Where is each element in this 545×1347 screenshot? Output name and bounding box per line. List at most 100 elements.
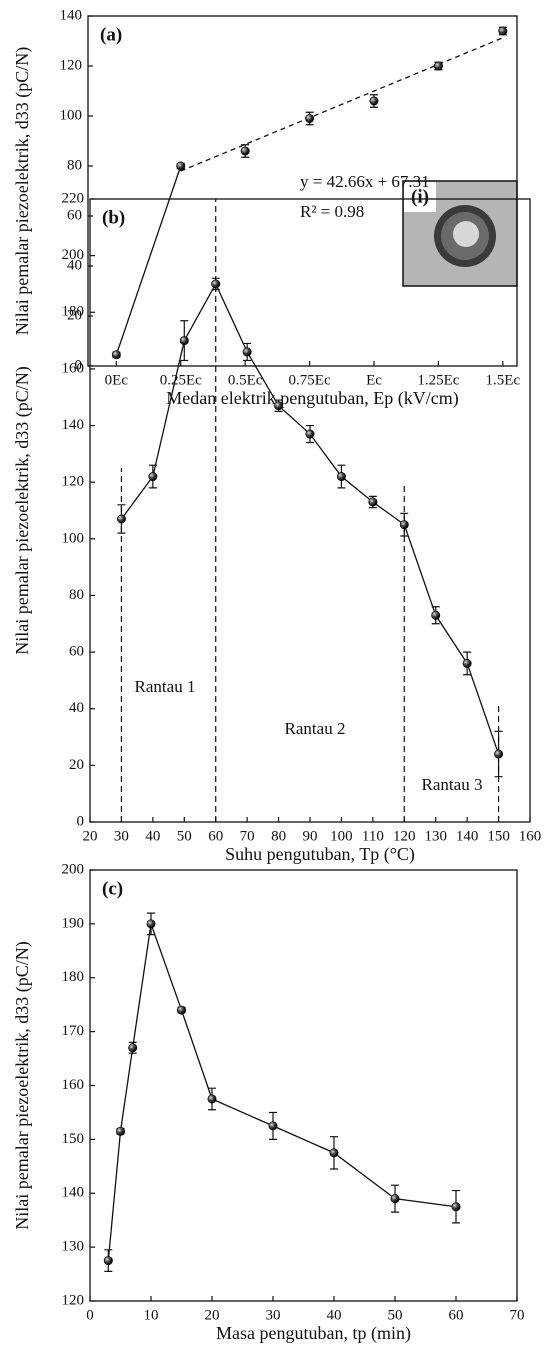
y-tick-label: 20 [67,307,82,323]
y-axis-title: Nilai pemalar piezoelektrik, d33 (pC/N) [12,941,33,1229]
data-point [146,919,156,929]
data-point [207,1094,217,1104]
data-point [116,514,126,524]
annotation: y = 42.66x + 67.31 [300,172,430,191]
x-tick-label: Ec [366,372,382,388]
y-tick-label: 40 [69,700,84,716]
x-tick-label: 30 [266,1307,281,1323]
annotation: Rantau 3 [422,775,483,794]
x-tick-label: 110 [362,828,384,844]
x-tick-label: 70 [510,1307,525,1323]
x-tick-label: 120 [393,828,416,844]
x-tick-label: 20 [83,828,98,844]
data-point [498,26,508,36]
y-tick-label: 170 [62,1023,85,1039]
y-tick-label: 40 [67,257,82,273]
y-tick-label: 190 [62,915,85,931]
y-tick-label: 100 [62,530,85,546]
y-tick-label: 0 [77,813,85,829]
y-tick-label: 80 [67,157,82,173]
inset-label-box [404,182,436,212]
data-point [431,610,441,620]
data-point [179,336,189,346]
x-tick-label: 70 [240,828,255,844]
y-tick-label: 160 [62,1077,85,1093]
y-tick-label: 60 [67,207,82,223]
x-tick-label: 150 [487,828,510,844]
y-tick-label: 130 [62,1239,85,1255]
annotation: Rantau 1 [135,677,196,696]
x-tick-label: 0Ec [105,372,129,388]
y-tick-label: 20 [69,757,84,773]
panel-label: (c) [102,878,123,899]
data-point [242,347,252,357]
y-tick-label: 80 [69,587,84,603]
data-point [305,114,315,124]
y-tick-label: 60 [69,644,84,660]
x-tick-label: 50 [177,828,192,844]
x-tick-label: 60 [449,1307,464,1323]
y-tick-label: 150 [62,1131,85,1147]
data-point [451,1202,461,1212]
data-point [336,472,346,482]
y-tick-label: 120 [60,57,83,73]
y-tick-label: 140 [62,1185,85,1201]
data-point [305,429,315,439]
data-line [107,923,457,1261]
inset-photo: (i) [402,180,518,287]
y-tick-label: 0 [75,357,83,373]
x-tick-label: 1.5Ec [486,372,521,388]
annotation: R² = 0.98 [300,202,364,221]
y-axis-title: Nilai pemalar piezoelektrik, d33 (pC/N) [12,47,33,335]
data-point [494,749,504,759]
x-tick-label: 40 [145,828,160,844]
x-tick-label: 60 [208,828,223,844]
x-tick-label: 80 [271,828,286,844]
data-point [176,161,186,171]
x-tick-label: 50 [388,1307,403,1323]
data-point [177,1005,187,1015]
data-point [148,472,158,482]
data-point [103,1256,113,1266]
fit-line [180,37,504,172]
y-tick-label: 140 [60,7,83,23]
x-axis-title: Masa pengutuban, tp (min) [216,1323,411,1344]
x-tick-label: 0 [86,1307,94,1323]
y-tick-label: 180 [62,969,85,985]
data-line [115,165,182,355]
data-point [274,401,284,411]
x-axis-title: Medan elektrik pengutuban, Ep (kV/cm) [166,388,458,409]
x-axis-title: Suhu pengutuban, Tp (°C) [225,844,415,865]
inset-label: (i) [411,186,429,207]
y-tick-label: 120 [62,1292,85,1308]
x-tick-label: 40 [327,1307,342,1323]
data-point [433,61,443,71]
data-point [128,1043,138,1053]
data-point [462,658,472,668]
x-tick-label: 0.25Ec [160,372,202,388]
y-tick-label: 100 [60,107,83,123]
x-tick-label: 20 [205,1307,220,1323]
data-point [329,1148,339,1158]
x-tick-label: 0.75Ec [289,372,331,388]
x-tick-label: 140 [456,828,479,844]
y-tick-label: 220 [62,190,85,206]
x-tick-label: 1.25Ec [417,372,459,388]
annotation: Rantau 2 [285,719,346,738]
data-point [390,1194,400,1204]
x-tick-label: 0.5Ec [228,372,263,388]
x-tick-label: 100 [330,828,353,844]
data-point [268,1121,278,1131]
y-tick-label: 120 [62,474,85,490]
x-tick-label: 90 [303,828,318,844]
x-tick-label: 30 [114,828,129,844]
data-point [399,520,409,530]
x-tick-label: 160 [519,828,542,844]
x-tick-label: 10 [144,1307,159,1323]
x-tick-label: 130 [424,828,447,844]
data-point [240,146,250,156]
data-point [368,497,378,507]
y-axis-title: Nilai pemalar piezoelektrik, d33 (pC/N) [12,366,33,654]
data-point [116,1126,126,1136]
